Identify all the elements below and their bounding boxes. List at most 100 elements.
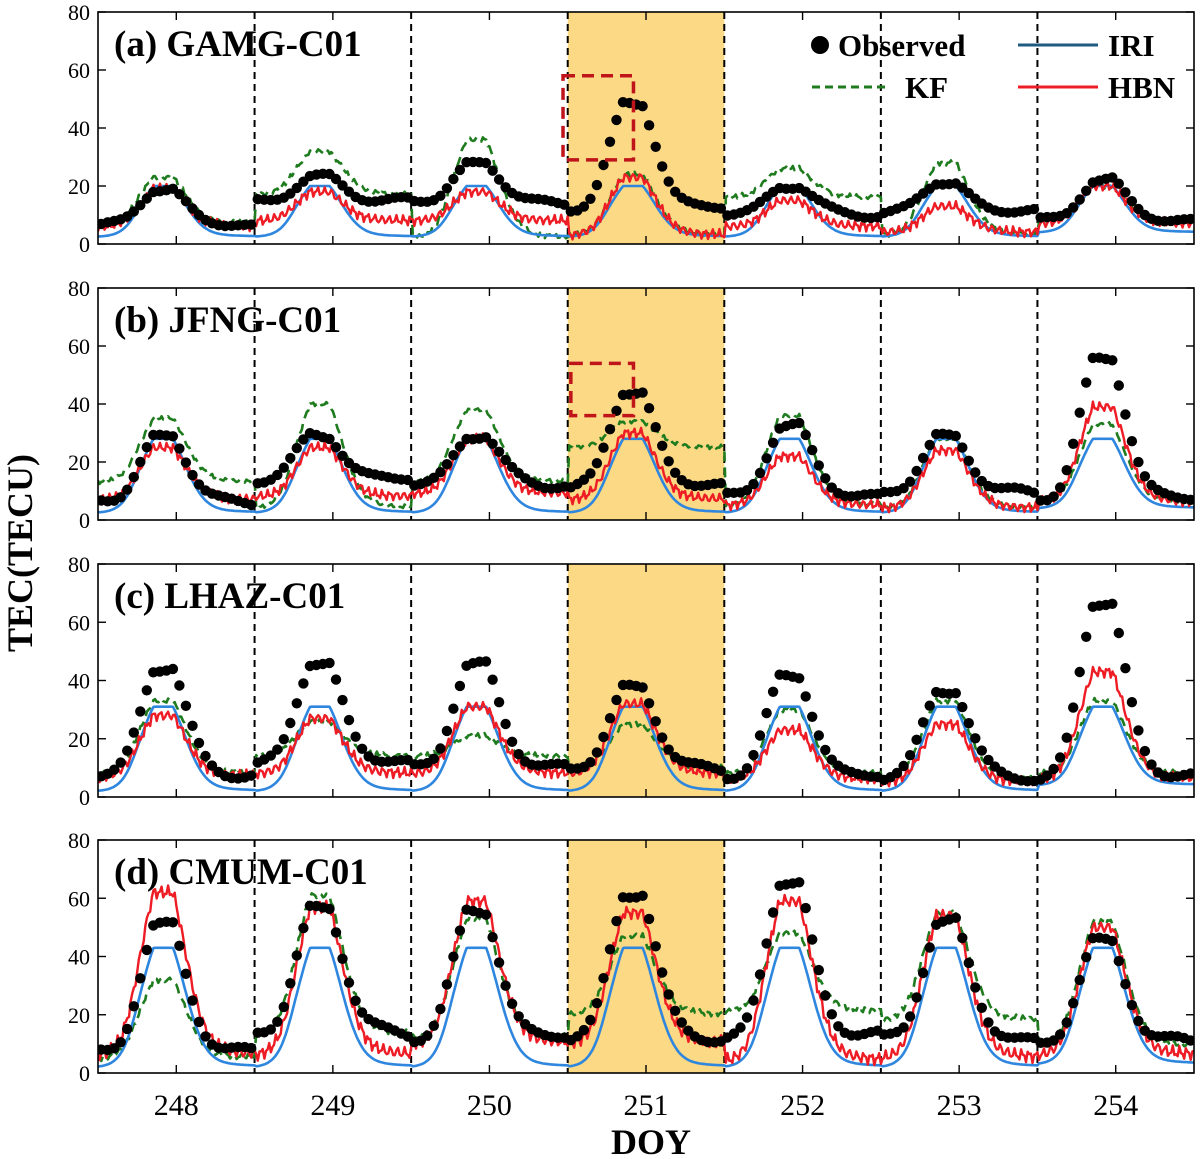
observed-point xyxy=(246,1042,257,1054)
observed-point xyxy=(1126,196,1138,207)
observed-point xyxy=(976,1002,987,1013)
y-tick-label: 20 xyxy=(68,174,90,199)
observed-point xyxy=(957,932,968,944)
observed-point xyxy=(200,750,211,762)
observed-point xyxy=(585,1014,596,1026)
observed-point xyxy=(298,678,309,689)
observed-point xyxy=(748,478,759,490)
observed-point xyxy=(741,485,753,496)
observed-point xyxy=(1068,202,1079,213)
observed-point xyxy=(441,979,453,990)
observed-point xyxy=(807,934,818,945)
observed-point xyxy=(500,718,511,730)
observed-point xyxy=(898,760,909,772)
observed-point xyxy=(578,201,590,212)
observed-point xyxy=(728,1028,740,1039)
y-tick-label: 60 xyxy=(68,886,90,911)
y-tick-label: 0 xyxy=(79,1061,90,1086)
observed-point xyxy=(643,913,655,925)
panel-title: (c) LHAZ-C01 xyxy=(114,576,345,617)
observed-point xyxy=(598,973,609,984)
observed-point xyxy=(122,745,133,756)
panel-title: (d) CMUM-C01 xyxy=(114,852,368,893)
observed-point xyxy=(128,727,139,738)
observed-point xyxy=(813,460,824,471)
plot-area xyxy=(98,97,1194,241)
observed-point xyxy=(272,469,283,481)
observed-point xyxy=(441,183,453,194)
x-tick-label: 250 xyxy=(467,1089,512,1122)
observed-point xyxy=(330,442,342,453)
observed-point xyxy=(487,165,498,176)
observed-point xyxy=(957,701,968,713)
observed-point xyxy=(487,674,498,685)
observed-point xyxy=(963,957,974,969)
observed-point xyxy=(246,770,257,781)
y-tick-label: 80 xyxy=(68,828,90,853)
observed-point xyxy=(657,732,668,743)
observed-point xyxy=(1081,185,1092,196)
observed-point xyxy=(187,720,198,731)
y-tick-label: 20 xyxy=(68,450,90,475)
kf-series-line xyxy=(98,892,1194,1063)
observed-point xyxy=(141,944,152,956)
observed-point xyxy=(715,203,727,214)
observed-point xyxy=(898,1022,909,1033)
hbn-series-line xyxy=(98,173,1194,241)
panel-a: 0 20 40 60 80 (a) GAMG-C01 xyxy=(68,0,1195,257)
y-tick-label: 40 xyxy=(68,392,90,417)
panels-layer: 0 20 40 60 80 (a) GAMG-C01 0 20 40 60 80 (b) JFNG-C… xyxy=(68,0,1195,1086)
observed-point xyxy=(285,978,296,989)
observed-point xyxy=(135,973,146,984)
observed-point xyxy=(904,476,916,487)
x-tick-label: 252 xyxy=(780,1089,825,1122)
observed-point xyxy=(676,1017,687,1028)
observed-point xyxy=(911,992,922,1003)
observed-point xyxy=(1074,974,1085,986)
observed-point xyxy=(637,682,648,693)
observed-point xyxy=(422,1030,433,1041)
observed-point xyxy=(1081,952,1092,963)
observed-point xyxy=(1081,377,1092,388)
observed-point xyxy=(174,680,185,691)
observed-point xyxy=(657,161,668,172)
observed-point xyxy=(761,938,772,949)
observed-point xyxy=(291,442,302,454)
observed-point xyxy=(1120,979,1131,990)
y-tick-label: 0 xyxy=(79,785,90,810)
observed-point xyxy=(1126,999,1138,1011)
observed-point xyxy=(174,940,185,951)
observed-point xyxy=(435,743,446,754)
observed-point xyxy=(200,1031,211,1042)
observed-point xyxy=(598,159,609,171)
observed-point xyxy=(1133,1015,1144,1027)
observed-point xyxy=(324,657,335,669)
observed-point xyxy=(1113,178,1125,189)
observed-point xyxy=(167,431,179,442)
observed-point xyxy=(611,114,622,126)
observed-point xyxy=(807,711,818,722)
observed-point xyxy=(833,1021,844,1032)
observed-point xyxy=(911,465,922,477)
observed-point xyxy=(1120,409,1131,420)
highlight-band xyxy=(567,288,725,520)
observed-point xyxy=(1048,763,1059,775)
observed-point xyxy=(1074,407,1085,418)
observed-point xyxy=(891,767,903,779)
observed-point xyxy=(343,977,355,988)
observed-point xyxy=(1068,702,1079,713)
observed-point xyxy=(715,478,727,489)
observed-point xyxy=(585,468,596,479)
observed-point xyxy=(663,744,674,755)
observed-point xyxy=(794,877,805,888)
observed-point xyxy=(513,1011,524,1022)
observed-point xyxy=(246,219,257,230)
observed-point xyxy=(1185,494,1194,505)
observed-point xyxy=(128,471,139,483)
observed-point xyxy=(1120,663,1131,674)
observed-point xyxy=(670,186,681,197)
observed-point xyxy=(643,698,655,709)
observed-point xyxy=(1185,213,1194,225)
observed-point xyxy=(591,458,603,469)
observed-point xyxy=(650,941,661,952)
